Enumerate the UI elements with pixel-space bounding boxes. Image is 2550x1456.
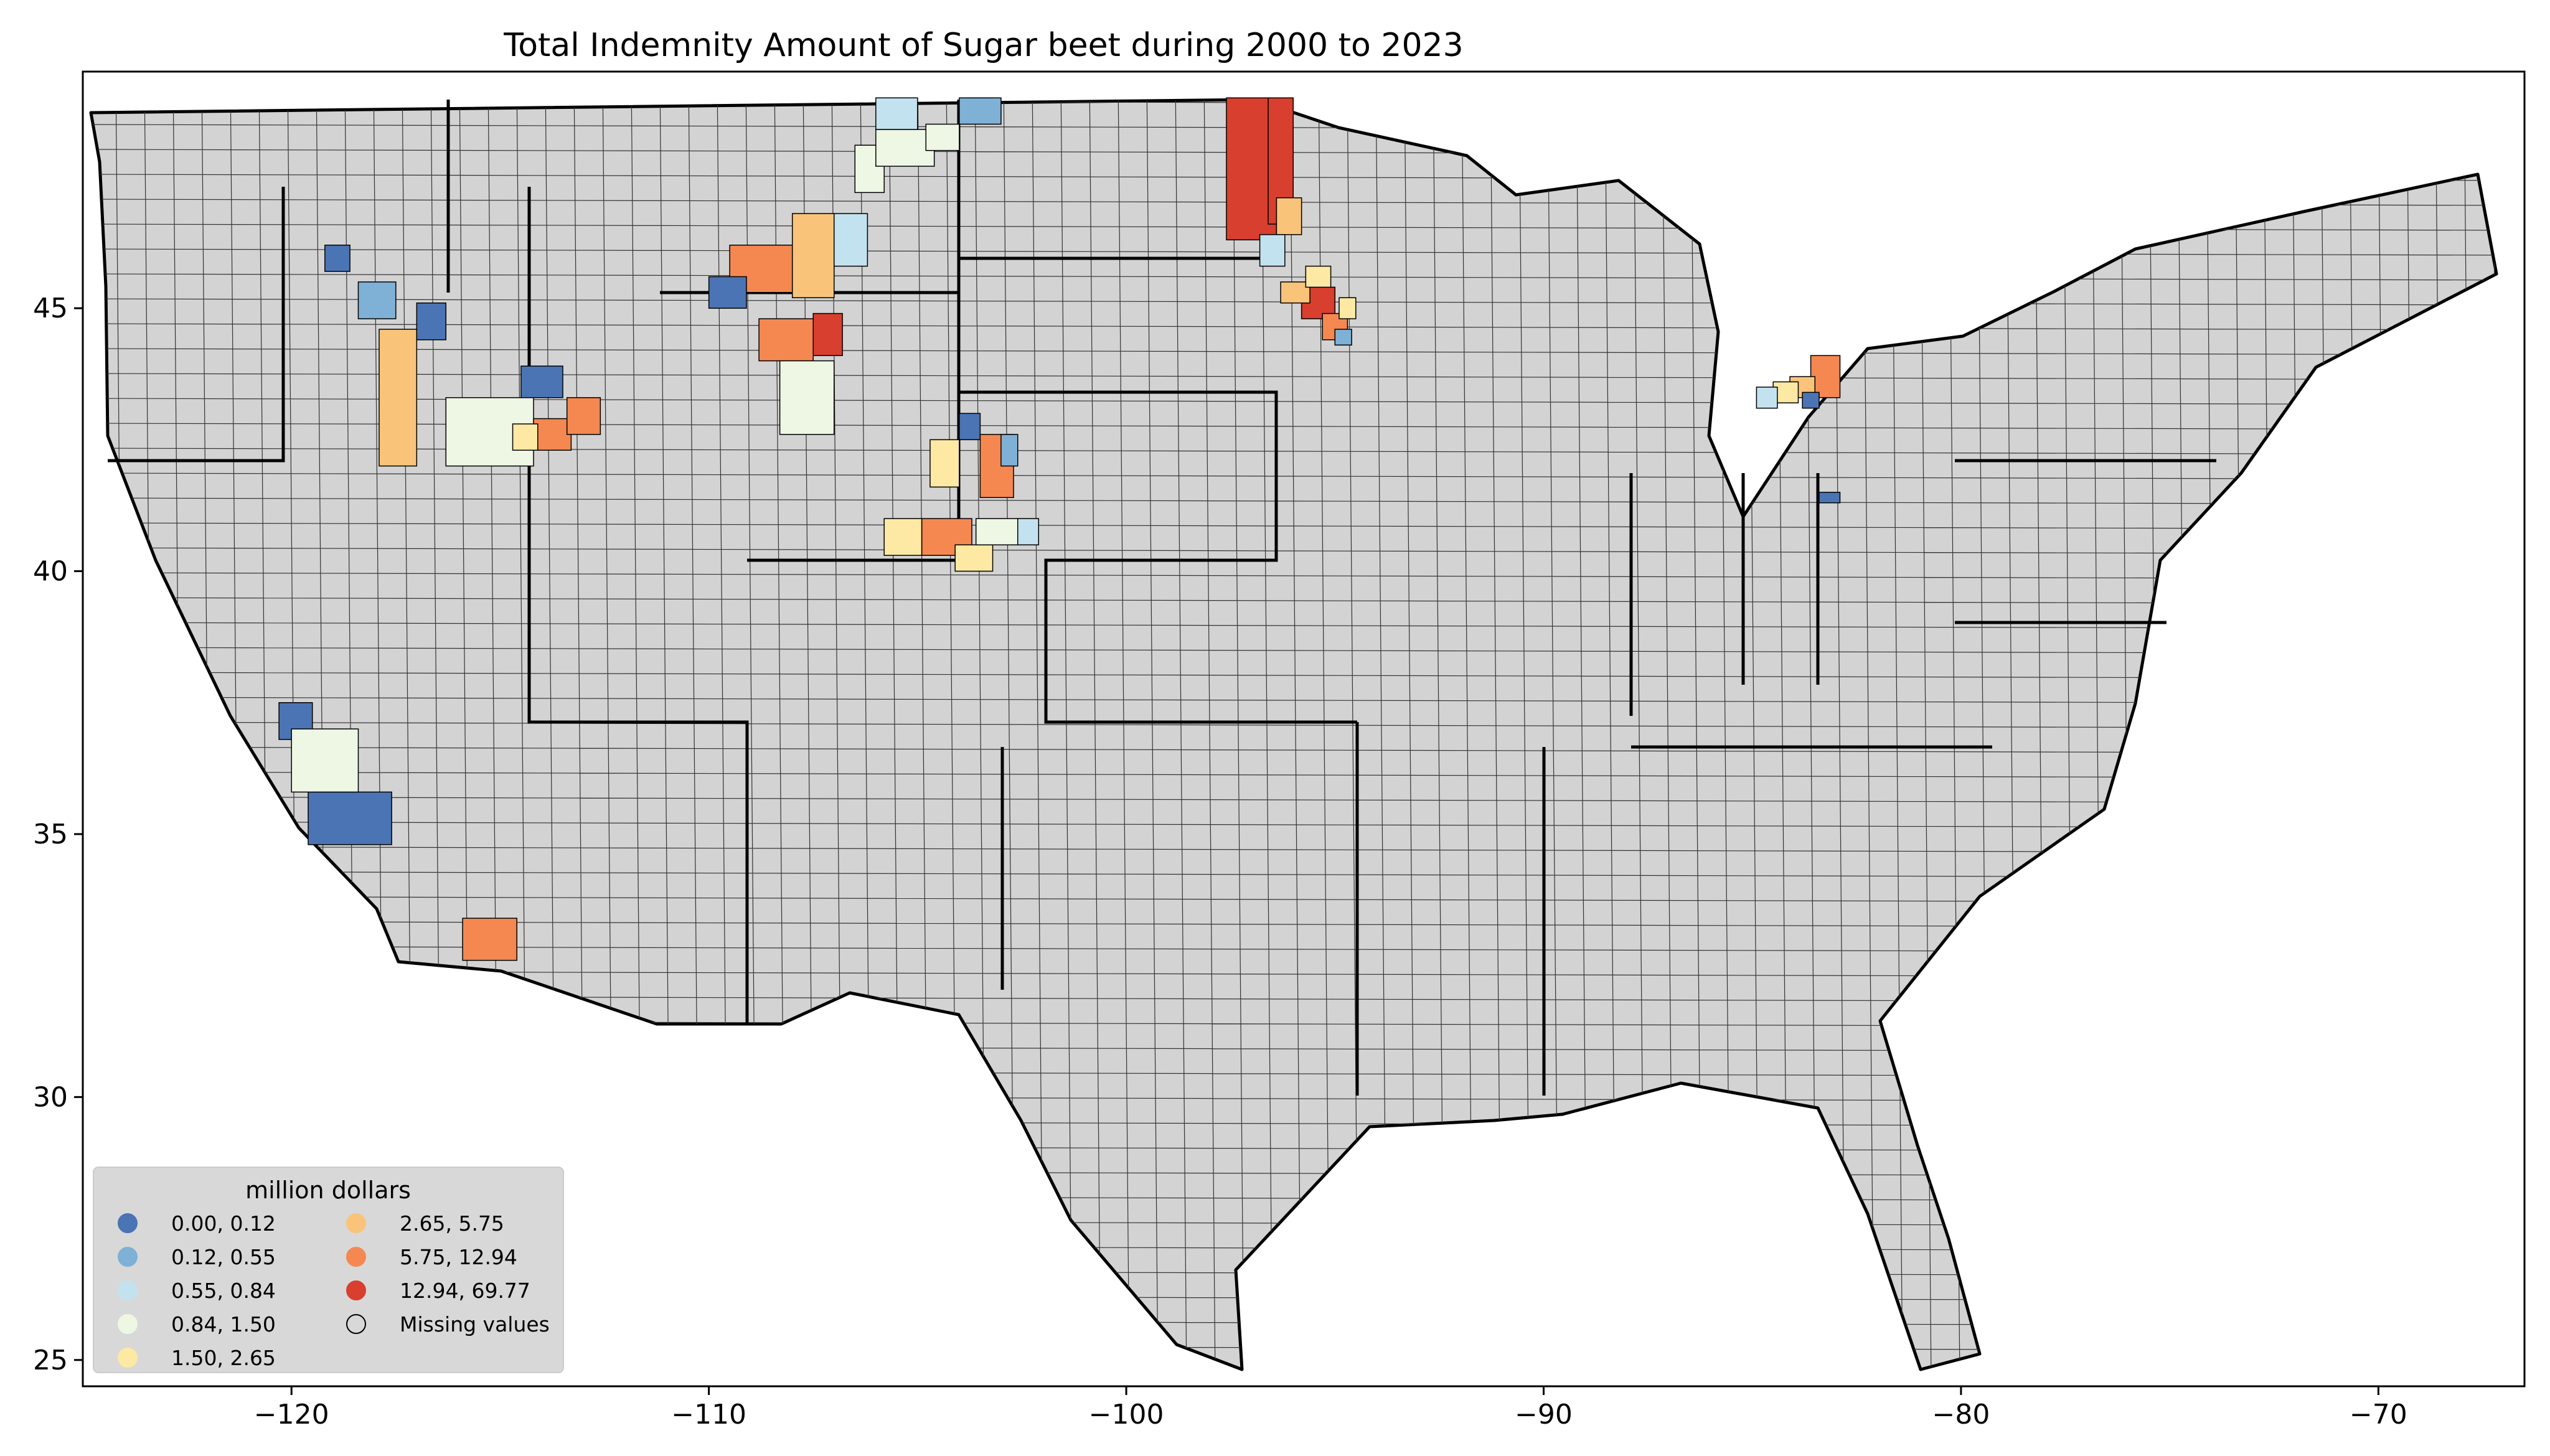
y-tick-label: 30 — [33, 1081, 68, 1113]
legend-label: 0.12, 0.55 — [171, 1245, 276, 1269]
x-tick-label: −70 — [2350, 1399, 2407, 1430]
map-title: Total Indemnity Amount of Sugar beet dur… — [503, 27, 1463, 64]
legend-entries: 0.00, 0.12 0.12, 0.55 0.55, 0.84 0.84, 1.50… — [118, 1211, 550, 1370]
region-payette-id — [416, 302, 447, 341]
region-sheridan-mt — [925, 123, 960, 151]
state-line-south — [1000, 722, 1992, 1096]
region-washakie-wy — [779, 360, 835, 435]
region-carbon-mt — [708, 276, 747, 309]
legend-swatch — [346, 1213, 366, 1233]
legend-swatch — [118, 1280, 138, 1300]
legend-swatch — [118, 1314, 138, 1334]
region-gratiot-mi — [1756, 387, 1778, 409]
state-line-east — [1629, 459, 2216, 716]
region-treasure-mt — [834, 213, 868, 267]
region-clay-mn — [1276, 197, 1302, 235]
region-umatilla-or — [324, 245, 351, 272]
region-divide-nd — [959, 97, 1002, 125]
region-logan-co — [975, 518, 1019, 546]
us-outline — [89, 98, 2498, 1371]
y-tick-label: 35 — [33, 819, 68, 850]
region-southern-mn-c — [1280, 281, 1310, 304]
region-big-horn-mt — [791, 213, 835, 299]
region-daniels-mt — [875, 97, 918, 130]
region-midland-mi — [1802, 392, 1820, 409]
region-box-butte-ne — [1000, 434, 1019, 467]
legend: million dollars 0.00, 0.12 0.12, 0.55 0.55… — [93, 1167, 564, 1373]
legend-label: 5.75, 12.94 — [400, 1245, 517, 1269]
x-tick-label: −110 — [671, 1399, 746, 1430]
legend-label: 2.65, 5.75 — [400, 1211, 504, 1236]
region-goshen-wy — [929, 439, 960, 488]
region-thumb-mi-a — [1810, 355, 1841, 398]
legend-title: million dollars — [245, 1177, 411, 1204]
region-tulare-ca — [291, 728, 359, 793]
legend-box — [93, 1167, 564, 1373]
legend-swatch — [118, 1213, 138, 1233]
legend-swatch — [118, 1348, 138, 1368]
region-blaine-id — [520, 365, 563, 398]
region-southern-mn-f — [1334, 329, 1352, 346]
legend-label: 0.00, 0.12 — [171, 1211, 276, 1236]
y-tick-label: 40 — [33, 556, 68, 588]
x-tick-label: −90 — [1515, 1399, 1573, 1430]
y-tick-label: 45 — [33, 293, 68, 324]
legend-swatch — [346, 1280, 366, 1300]
x-axis: −120 −110 −100 −90 −80 −70 — [254, 1386, 2407, 1430]
region-bingham-id — [566, 397, 601, 435]
state-line-plains — [959, 256, 1357, 724]
region-roosevelt-mt — [875, 129, 935, 167]
x-tick-label: −120 — [254, 1399, 329, 1430]
region-layer — [278, 97, 1841, 961]
region-southern-mn-d — [1305, 265, 1332, 288]
region-wilkin-mn — [1259, 234, 1286, 267]
x-tick-label: −100 — [1089, 1399, 1164, 1430]
legend-label: 0.55, 0.84 — [171, 1279, 276, 1303]
region-sedgwick-co — [1017, 518, 1040, 546]
region-southern-mn-e — [1339, 297, 1357, 319]
region-malheur-or — [379, 329, 418, 467]
region-sandusky-oh — [1818, 492, 1841, 504]
legend-swatch — [346, 1247, 366, 1267]
y-axis: 25 30 35 40 45 — [33, 293, 83, 1376]
region-big-horn-basin-wy — [758, 318, 814, 362]
region-union-or — [357, 281, 397, 319]
legend-swatch — [346, 1314, 366, 1334]
region-larimer-co — [883, 518, 923, 556]
region-imperial-ca — [462, 918, 517, 961]
legend-label: 12.94, 69.77 — [400, 1279, 530, 1303]
legend-label: Missing values — [400, 1312, 550, 1336]
region-minidoka-id — [533, 418, 572, 451]
region-scotts-bluff-ne — [959, 413, 981, 441]
y-tick-label: 25 — [33, 1345, 68, 1376]
region-morgan-co — [954, 544, 994, 572]
x-tick-label: −80 — [1932, 1399, 1990, 1430]
legend-swatch — [118, 1247, 138, 1267]
region-kern-ca — [308, 791, 392, 845]
region-cassia-id — [512, 423, 539, 451]
region-park-wy — [812, 312, 843, 356]
legend-label: 1.50, 2.65 — [171, 1346, 276, 1370]
legend-label: 0.84, 1.50 — [171, 1312, 276, 1336]
